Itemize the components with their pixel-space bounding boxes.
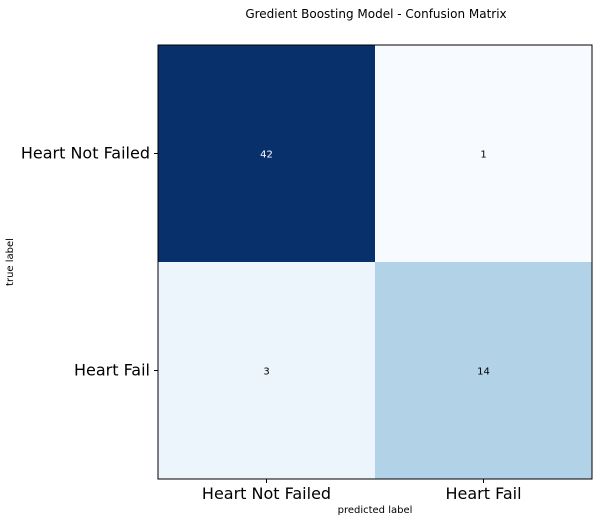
heatmap-value-r1-c1: 14 [477,367,490,378]
heatmap-cell-r1-c0 [158,262,375,479]
heatmap-values: 42 1 3 14 [260,150,490,378]
x-tick-label-1: Heart Fail [445,484,521,503]
plot-frame [157,44,593,480]
heatmap-cell-r0-c1 [375,45,592,262]
heatmap-cells [158,45,592,479]
y-tick-label-0: Heart Not Failed [21,144,150,163]
x-tick-label-0: Heart Not Failed [202,484,331,503]
heatmap-value-r1-c0: 3 [263,367,269,378]
x-axis-label: predicted label [338,505,413,516]
heatmap-cell-r0-c0 [158,45,375,262]
heatmap-cell-r1-c1 [375,262,592,479]
heatmap-value-r0-c0: 42 [260,150,273,161]
x-axis-ticks: Heart Not Failed Heart Fail [202,479,522,503]
y-tick-label-1: Heart Fail [74,361,150,380]
y-axis-ticks: Heart Not Failed Heart Fail [21,144,158,380]
y-axis-label: true label [5,238,16,286]
chart-title: Gredient Boosting Model - Confusion Matr… [245,7,506,21]
heatmap-value-r0-c1: 1 [480,150,486,161]
